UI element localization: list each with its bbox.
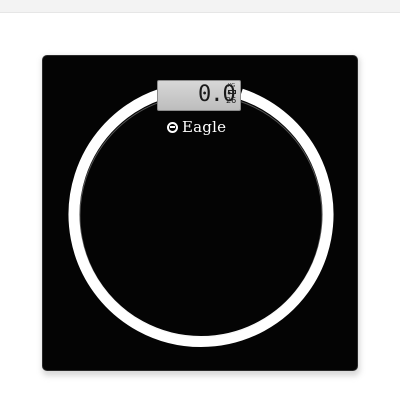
weighing-ring xyxy=(68,88,334,347)
ring-inner-edge xyxy=(79,100,323,338)
bathroom-scale: 0.0 KG 26 Eagle xyxy=(42,55,358,371)
eagle-logo-icon xyxy=(167,121,178,133)
page-top-strip xyxy=(0,0,400,13)
brand-name: Eagle xyxy=(182,118,227,136)
scale-ring-graphic xyxy=(68,88,334,347)
battery-icon xyxy=(228,90,236,94)
brand-mark: Eagle xyxy=(167,117,226,137)
unit-label: KG xyxy=(228,83,236,89)
lcd-display: 0.0 KG 26 xyxy=(157,80,241,111)
weight-reading: 0.0 xyxy=(198,82,236,107)
temperature-reading: 26 xyxy=(226,96,237,105)
